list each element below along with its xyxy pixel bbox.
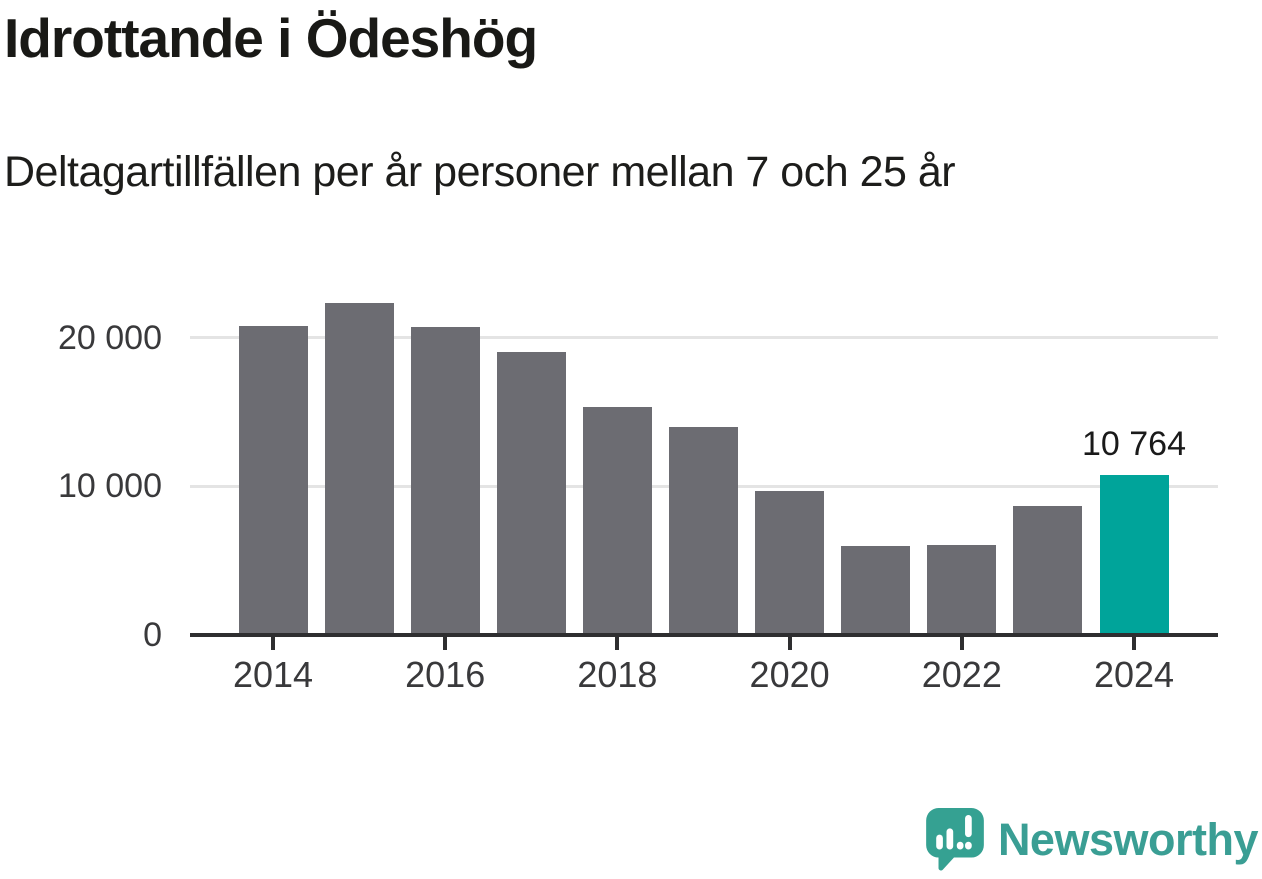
x-tick-label: 2022 [921, 654, 1002, 695]
axis-tick [1132, 637, 1136, 650]
axis-tick [959, 637, 964, 650]
bar [755, 491, 825, 635]
bar [841, 545, 911, 635]
newsworthy-logo-icon [922, 806, 988, 874]
newsworthy-logo: Newsworthy [922, 806, 1259, 874]
grid-line [190, 336, 1218, 339]
axis-tick [615, 637, 620, 650]
newsworthy-logo-text: Newsworthy [997, 814, 1259, 865]
bar [324, 302, 394, 635]
bar [669, 426, 738, 635]
bar-highlighted [1099, 474, 1169, 635]
x-tick-label: 2014 [232, 654, 314, 695]
x-tick-label: 2018 [577, 654, 658, 695]
y-axis-label: 20 000 [58, 318, 162, 357]
page-title: Idrottande i Ödeshög [4, 7, 538, 69]
axis-tick [271, 637, 275, 650]
x-tick-label: 2024 [1093, 654, 1175, 695]
axis-tick [443, 637, 448, 650]
page-subtitle: Deltagartillfällen per år personer mella… [4, 148, 956, 196]
axis-tick [787, 637, 792, 650]
x-tick-label: 2016 [405, 654, 486, 695]
bar-value-label: 10 764 [1082, 424, 1186, 463]
bar [496, 351, 566, 635]
bar [1013, 505, 1083, 635]
x-tick-label: 2020 [749, 654, 830, 695]
bar [927, 545, 997, 635]
y-axis-label: 10 000 [58, 467, 162, 506]
y-axis-label: 0 [143, 616, 162, 654]
bar [410, 327, 480, 635]
bar [238, 326, 308, 635]
x-axis-line [190, 633, 1218, 637]
bar [582, 407, 652, 635]
